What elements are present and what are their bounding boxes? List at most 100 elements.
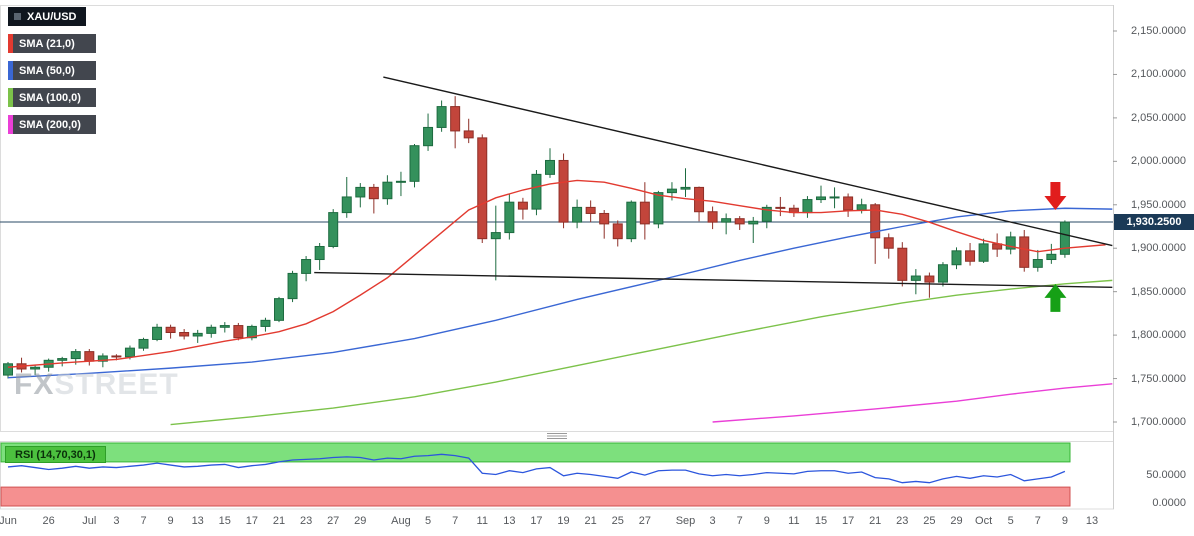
candle-body — [111, 355, 122, 358]
time-axis-label: 17 — [841, 515, 855, 527]
candle-body — [395, 180, 406, 183]
time-axis-label: 13 — [1085, 515, 1099, 527]
time-axis-label: 23 — [896, 515, 909, 527]
sma-100-badge[interactable]: SMA (100,0) — [8, 88, 96, 107]
candle-body — [274, 298, 284, 321]
candle-body — [138, 338, 149, 349]
candle-body — [423, 126, 434, 147]
candle-body — [883, 237, 894, 249]
sma-21-badge[interactable]: SMA (21,0) — [8, 34, 96, 53]
time-axis[interactable]: Jun 26 Jul 3 7 9 13 15 17 21 23 27 29 Aug 5 7 11 13 17 19 21… — [0, 511, 1194, 533]
candle-body — [490, 232, 501, 240]
time-axis-label: 21 — [584, 515, 597, 527]
candle-body — [639, 201, 650, 225]
time-axis-label: 7 — [452, 515, 459, 527]
time-axis-label: Jun — [0, 515, 17, 527]
candle-body — [192, 332, 203, 337]
rsi-indicator-badge[interactable]: RSI (14,70,30,1) — [5, 446, 106, 463]
candle-body — [856, 204, 867, 211]
candle-body — [612, 223, 623, 240]
sma-50-badge[interactable]: SMA (50,0) — [8, 61, 96, 80]
time-axis-label: 7 — [1034, 515, 1041, 527]
time-axis-label: 3 — [113, 515, 120, 527]
current-price-badge: 1,930.2500 — [1114, 213, 1194, 230]
instrument-icon — [14, 13, 21, 20]
sma-21-label: SMA (21,0) — [19, 37, 75, 50]
candle-body — [585, 206, 596, 214]
candle-body — [314, 245, 325, 261]
buy-arrow-icon — [1044, 283, 1067, 312]
rsi-line — [7, 453, 1066, 484]
time-axis-label: 17 — [530, 515, 543, 527]
sma-100-color-stripe — [8, 88, 13, 107]
trendline-1 — [383, 76, 1113, 247]
time-axis-label: 9 — [1061, 515, 1068, 527]
time-axis-label: 26 — [42, 515, 55, 527]
candle-body — [978, 243, 989, 262]
time-axis-label: Oct — [975, 515, 993, 527]
candle-body — [368, 186, 379, 200]
candle-body — [531, 173, 542, 210]
time-axis-label: 21 — [869, 515, 882, 527]
candle-body — [1059, 221, 1070, 255]
candle-body — [477, 137, 488, 240]
candle-body — [910, 275, 921, 281]
candle-body — [734, 218, 745, 225]
candle-body — [152, 326, 163, 340]
time-axis-label: 11 — [788, 515, 800, 527]
rsi-overbought-band — [0, 442, 1071, 463]
candle-body — [517, 201, 528, 210]
time-axis-label: 13 — [503, 515, 516, 527]
time-axis-label: 21 — [272, 515, 286, 527]
time-axis-label: 25 — [923, 515, 936, 527]
candle-body — [84, 351, 95, 362]
candle-body — [341, 196, 352, 214]
sell-arrow-icon — [1044, 181, 1067, 210]
price-axis-label: 1,700.0000 — [1130, 416, 1186, 428]
candle-body — [436, 106, 447, 128]
price-axis-label: 1,950.0000 — [1130, 198, 1186, 211]
price-axis-label: 1,800.0000 — [1130, 329, 1186, 342]
candle-body — [124, 347, 135, 358]
candle-body — [558, 159, 569, 223]
candle-body — [626, 201, 637, 240]
sma-50-label: SMA (50,0) — [19, 64, 75, 77]
candle-body — [246, 325, 257, 339]
candle-body — [260, 319, 271, 327]
time-axis-label: 7 — [736, 515, 743, 527]
candle-body — [829, 196, 840, 199]
sma-21-line — [7, 179, 1106, 368]
candle-body — [1046, 253, 1057, 261]
price-axis[interactable]: 2,150.0000 2,100.0000 2,050.0000 2,000.0000… — [1113, 0, 1194, 536]
time-axis-label: 5 — [1007, 515, 1014, 527]
time-axis-label: 19 — [557, 515, 570, 527]
time-axis-label: 9 — [763, 515, 770, 527]
time-axis-label: Jul — [82, 515, 97, 527]
candle-body — [951, 250, 962, 266]
candle-body — [165, 326, 176, 334]
rsi-indicator-label: RSI (14,70,30,1) — [15, 449, 96, 461]
sma-200-badge[interactable]: SMA (200,0) — [8, 115, 96, 134]
instrument-badge[interactable]: XAU/USD — [8, 7, 86, 26]
time-axis-label: Sep — [675, 515, 696, 527]
price-axis-label: 1,850.0000 — [1130, 285, 1186, 298]
candle-body — [545, 159, 555, 175]
watermark-street: STREET — [54, 368, 179, 401]
time-axis-label: 25 — [611, 515, 624, 527]
sma-50-line — [7, 207, 1113, 379]
time-axis-label: 3 — [709, 515, 716, 527]
time-axis-label: 15 — [218, 515, 231, 527]
price-axis-label: 2,150.0000 — [1130, 25, 1186, 37]
candle-body — [450, 106, 461, 132]
candle-body — [287, 272, 298, 300]
sma-200-line — [712, 383, 1113, 423]
candle-body — [666, 188, 677, 194]
candle-body — [816, 196, 826, 201]
candle-body — [653, 192, 664, 225]
price-axis-label: 2,100.0000 — [1130, 68, 1186, 81]
candle-body — [463, 130, 474, 139]
candle-body — [504, 201, 515, 234]
instrument-symbol: XAU/USD — [27, 10, 77, 23]
